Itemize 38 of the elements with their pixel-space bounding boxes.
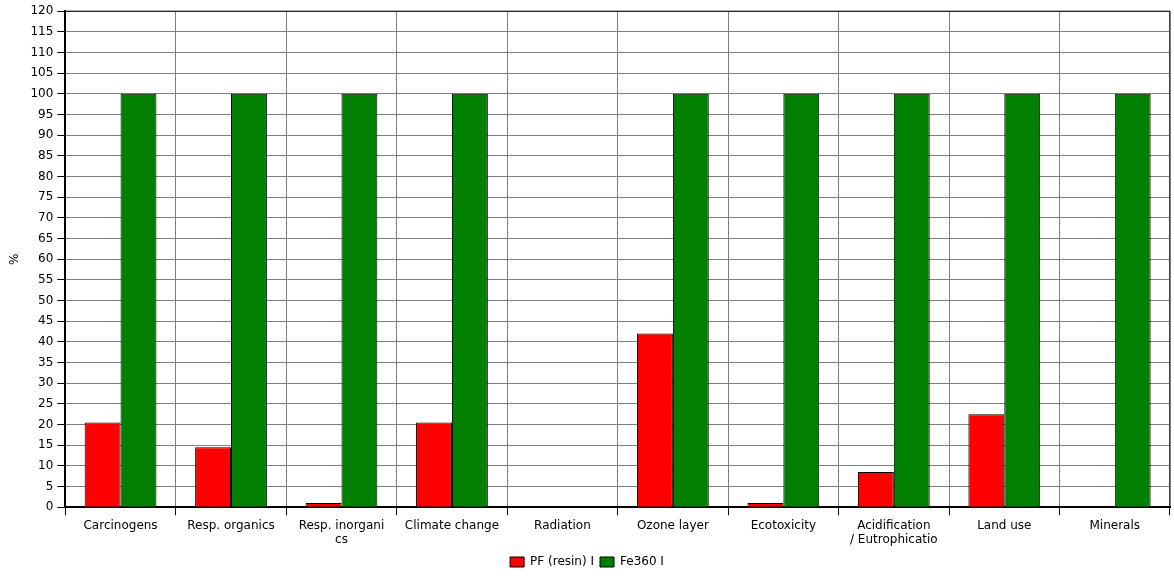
y-tick-label: 75 [38,189,54,204]
y-tick-label: 70 [38,209,54,224]
y-tick-label: 115 [30,23,54,38]
y-tick-label: 5 [45,478,54,493]
y-tick-label: 55 [38,271,54,286]
y-tick-label: 65 [38,230,54,245]
y-tick-label: 110 [30,44,54,59]
y-tick-label: 80 [38,168,54,183]
y-tick-label: 100 [30,85,54,100]
x-tick-label: Minerals [1089,517,1141,532]
y-tick-label: 30 [38,375,54,390]
y-tick-label: 60 [38,251,54,266]
y-tick-label: 35 [38,354,54,369]
x-tick-label: Land use [977,517,1032,532]
x-tick-label: Carcinogens [83,517,158,532]
y-tick-label: 95 [38,106,54,121]
y-tick-label: 40 [38,333,54,348]
y-tick-label: 15 [38,437,54,452]
y-tick-label: 45 [38,313,54,328]
y-tick-label: 85 [38,147,54,162]
x-tick-label: Acidification / Eutrophicatio [850,517,938,546]
y-axis-title: % [7,253,22,265]
y-tick-label: 120 [30,3,54,18]
y-tick-label: 20 [38,416,54,431]
y-tick-label: 90 [38,127,54,142]
x-tick-label: Ecotoxicity [750,517,817,532]
x-tick-label: Resp. organics [187,517,275,532]
x-tick-label: Climate change [404,517,500,532]
legend-label: PF (resin) I [530,554,595,569]
y-tick-label: 50 [38,292,54,307]
y-tick-label: 10 [38,457,54,472]
y-tick-label: 105 [30,65,54,80]
x-tick-label: Ozone layer [636,517,709,532]
legend-label: Fe360 I [620,554,664,569]
x-tick-label: Radiation [534,517,591,532]
x-tick-label: Resp. inorgani cs [298,517,385,546]
y-tick-label: 25 [38,395,54,410]
y-tick-label: 0 [45,499,54,514]
